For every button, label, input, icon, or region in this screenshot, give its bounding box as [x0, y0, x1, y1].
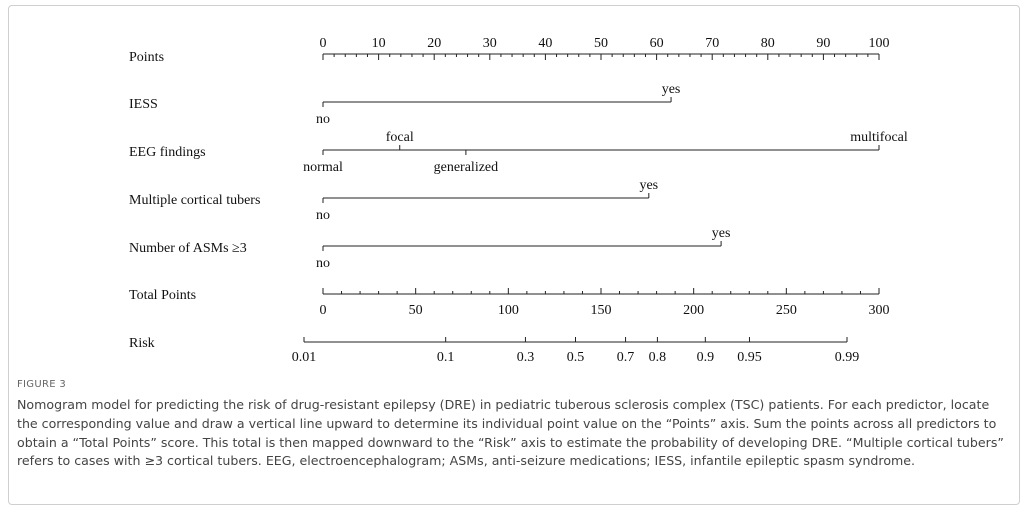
row-label: Number of ASMs ≥3: [129, 241, 247, 256]
tick-label: 50: [594, 36, 608, 51]
tick-label: 0.8: [649, 350, 667, 365]
tick-label: 60: [650, 36, 664, 51]
tick-label: 250: [776, 303, 797, 318]
row-label: IESS: [129, 97, 158, 112]
level-label: yes: [712, 226, 731, 241]
tick-label: 300: [869, 303, 890, 318]
tick-label: 90: [816, 36, 830, 51]
tick-label: 40: [538, 36, 552, 51]
tick-label: 0.01: [292, 350, 317, 365]
row-label: EEG findings: [129, 145, 206, 160]
tick-label: 0.7: [617, 350, 635, 365]
level-label: normal: [303, 160, 343, 175]
tick-label: 70: [705, 36, 719, 51]
tick-label: 0.5: [567, 350, 585, 365]
row-label: Multiple cortical tubers: [129, 193, 260, 208]
tick-label: 150: [591, 303, 612, 318]
level-label: yes: [662, 82, 681, 97]
tick-label: 0.1: [437, 350, 455, 365]
level-label: yes: [639, 178, 658, 193]
row-label: Total Points: [129, 288, 196, 303]
tick-label: 200: [683, 303, 704, 318]
tick-label: 10: [372, 36, 386, 51]
tick-label: 100: [498, 303, 519, 318]
tick-label: 0: [320, 303, 327, 318]
tick-label: 0.3: [517, 350, 535, 365]
level-label: focal: [386, 130, 414, 145]
tick-label: 100: [869, 36, 890, 51]
tick-label: 0.9: [697, 350, 715, 365]
level-label: no: [316, 112, 330, 127]
row-label: Risk: [129, 336, 155, 351]
level-label: multifocal: [850, 130, 908, 145]
figure-label: FIGURE 3: [17, 379, 66, 390]
tick-label: 50: [409, 303, 423, 318]
row-label: Points: [129, 50, 164, 65]
figure-caption: Nomogram model for predicting the risk o…: [17, 397, 1004, 469]
level-label: generalized: [434, 160, 499, 175]
nomogram: Points 0 10 20 30 40 50 60 70 80 90 100 IESS no yes EEG…: [129, 36, 908, 365]
tick-label: 20: [427, 36, 441, 51]
tick-label: 0.95: [737, 350, 762, 365]
level-label: no: [316, 256, 330, 271]
tick-label: 0: [320, 36, 327, 51]
tick-label: 80: [761, 36, 775, 51]
tick-label: 30: [483, 36, 497, 51]
tick-label: 0.99: [835, 350, 860, 365]
level-label: no: [316, 208, 330, 223]
figure: Points 0 10 20 30 40 50 60 70 80 90 100 IESS no yes EEG…: [8, 5, 1020, 505]
